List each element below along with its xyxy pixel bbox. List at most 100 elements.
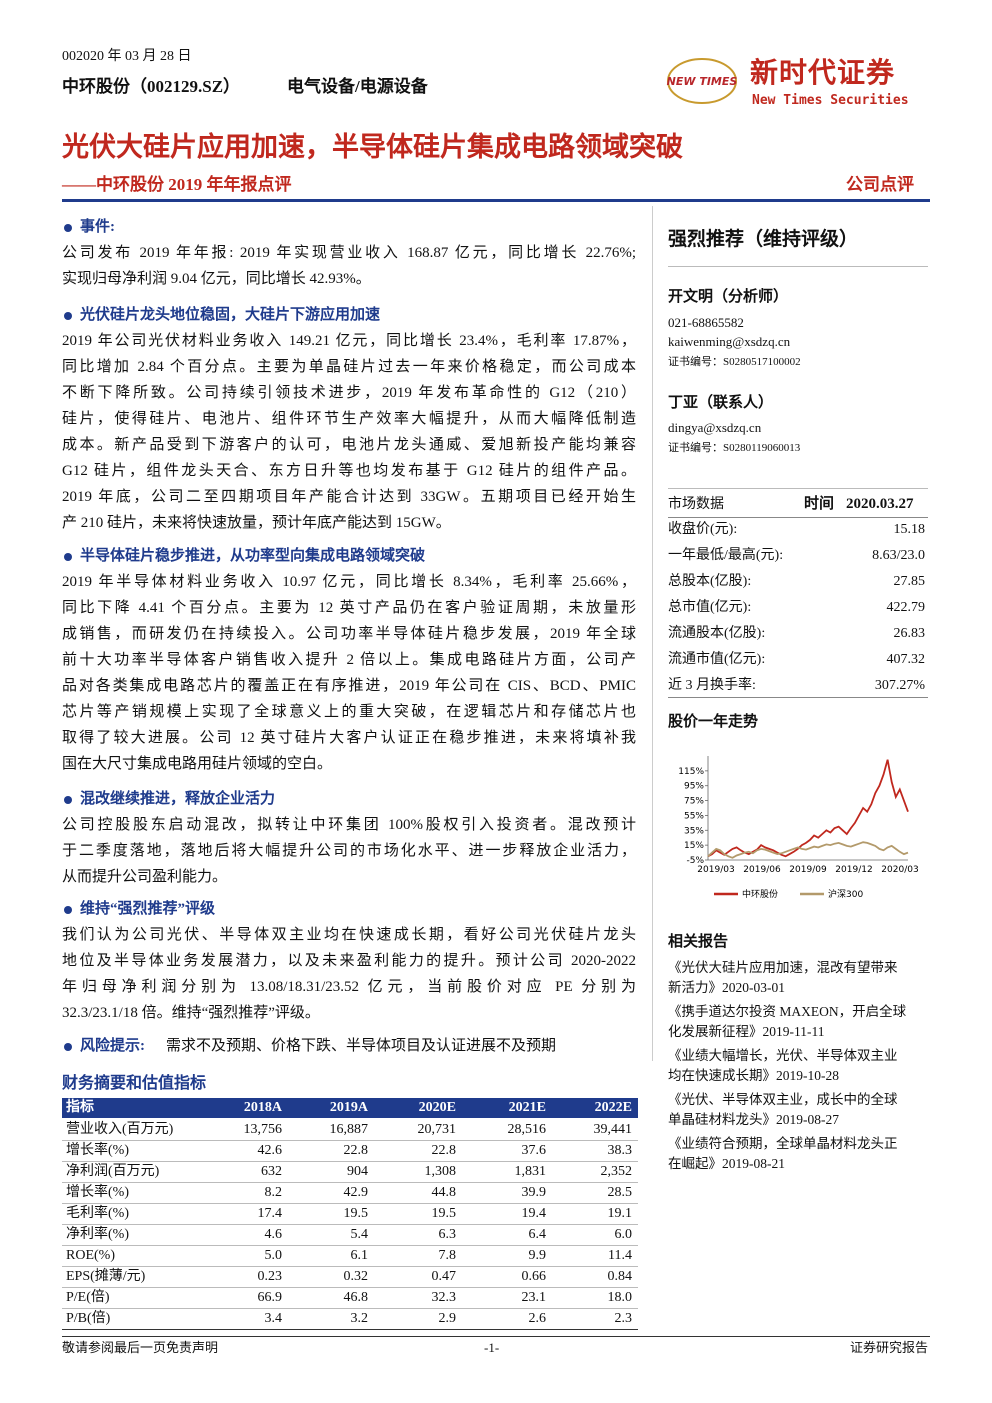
bullet bbox=[64, 796, 72, 804]
bullet bbox=[64, 1043, 72, 1051]
paragraph-line: 芯片等产销规模上实现了全球意义上的重大突破，在逻辑芯片和存储芯片也 bbox=[62, 704, 636, 720]
related-title: 相关报告 bbox=[668, 934, 729, 950]
table-cell: 37.6 bbox=[521, 1143, 547, 1158]
market-time-label: 时间 bbox=[804, 496, 835, 512]
table-cell: 38.3 bbox=[607, 1143, 633, 1158]
market-value: 422.79 bbox=[886, 600, 926, 615]
market-label: 近 3 月换手率: bbox=[668, 678, 756, 693]
market-label: 流通市值(亿元): bbox=[668, 652, 766, 667]
table-cell: 7.8 bbox=[438, 1248, 457, 1263]
table-cell: 632 bbox=[261, 1164, 282, 1179]
paragraph-line: 年归母净利润分别为 13.08/18.31/23.52 亿元，当前股价对应 PE… bbox=[62, 979, 636, 995]
table-header-bg bbox=[62, 1098, 638, 1118]
paragraph-line: 成本。新产品受到下游客户的认可，电池片龙头通威、爱旭新投产能均兼容 bbox=[62, 437, 636, 453]
footer-page: -1- bbox=[484, 1340, 500, 1355]
table-cell: 28.5 bbox=[607, 1185, 633, 1200]
legend-label: 中环股份 bbox=[742, 888, 778, 900]
table-cell: 6.3 bbox=[438, 1227, 457, 1242]
title: 光伏大硅片应用加速，半导体硅片集成电路领域突破 bbox=[62, 132, 683, 162]
industry: 电气设备/电源设备 bbox=[287, 77, 428, 96]
table-cell: 22.8 bbox=[343, 1143, 369, 1158]
bullet bbox=[64, 906, 72, 914]
related-item: 在崛起》2019-08-21 bbox=[668, 1156, 785, 1171]
table-cell: 2022E bbox=[594, 1100, 632, 1115]
paragraph-line: 不断下降所致。公司持续引领技术进步，2019 年发布革命性的 G12（210） bbox=[62, 385, 636, 401]
table-cell: 0.66 bbox=[521, 1269, 547, 1284]
table-cell: 8.2 bbox=[264, 1185, 283, 1200]
table-cell: 净利润(百万元) bbox=[66, 1164, 160, 1179]
paragraph-line: 实现归母净利润 9.04 亿元，同比增长 42.93%。 bbox=[62, 271, 371, 287]
y-tick-label: 95% bbox=[684, 782, 704, 792]
market-title: 市场数据 bbox=[668, 497, 724, 512]
bullet bbox=[64, 224, 72, 232]
brand-en: New Times Securities bbox=[752, 93, 909, 108]
subtitle: ——中环股份 2019 年年报点评 bbox=[62, 175, 292, 194]
table-cell: 6.1 bbox=[350, 1248, 369, 1263]
paragraph-line: 取得了较大进展。公司 12 英寸硅片大客户认证正在稳步推进，未来将填补我 bbox=[62, 730, 636, 746]
table-cell: P/B(倍) bbox=[66, 1311, 111, 1326]
table-cell: 2018A bbox=[243, 1100, 282, 1115]
paragraph-line: 地位及半导体业务发展潜力，以及未来盈利能力的提升。预计公司 2020-2022 bbox=[62, 953, 636, 969]
paragraph-line: 2019 年半导体材料业务收入 10.97 亿元，同比增长 8.34%，毛利率 … bbox=[62, 574, 636, 590]
table-cell: ROE(%) bbox=[66, 1248, 115, 1263]
table-cell: 39.9 bbox=[521, 1185, 547, 1200]
company: 中环股份（002129.SZ） bbox=[62, 77, 241, 96]
section-heading: 维持“强烈推荐”评级 bbox=[80, 901, 216, 917]
table-cell: 42.9 bbox=[343, 1185, 369, 1200]
rule bbox=[668, 697, 928, 698]
analyst-name: 丁亚（联系人） bbox=[668, 395, 774, 411]
market-value: 8.63/23.0 bbox=[872, 548, 925, 563]
x-tick-label: 2019/09 bbox=[789, 865, 827, 875]
bullet bbox=[64, 553, 72, 561]
paragraph-line: 2019 年公司光伏材料业务收入 149.21 亿元，同比增长 23.4%，毛利… bbox=[62, 333, 636, 349]
footer-right: 证券研究报告 bbox=[850, 1340, 929, 1355]
x-tick-label: 2020/03 bbox=[881, 865, 918, 875]
table-cell: 19.4 bbox=[521, 1206, 547, 1221]
table-cell: 44.8 bbox=[431, 1185, 457, 1200]
table-cell: 2.6 bbox=[528, 1311, 547, 1326]
table-cell: 0.23 bbox=[257, 1269, 283, 1284]
market-value: 307.27% bbox=[874, 678, 925, 693]
table-cell: 净利率(%) bbox=[66, 1227, 129, 1242]
table-cell: 39,441 bbox=[593, 1122, 633, 1137]
paragraph-line: 从而提升公司盈利能力。 bbox=[62, 869, 228, 885]
table-cell: 22.8 bbox=[431, 1143, 457, 1158]
market-value: 27.85 bbox=[893, 574, 926, 589]
table-cell: 2.9 bbox=[438, 1311, 457, 1326]
table-cell: 1,308 bbox=[424, 1164, 457, 1179]
analyst-name: 开文明（分析师） bbox=[668, 289, 789, 305]
table-cell: 0.32 bbox=[343, 1269, 369, 1284]
paragraph-line: 硅片，使得硅片、电池片、组件环节生产效率大幅提升，从而大幅降低制造 bbox=[62, 411, 636, 427]
table-cell: 4.6 bbox=[264, 1227, 283, 1242]
report-type: 公司点评 bbox=[846, 175, 914, 194]
table-cell: 18.0 bbox=[607, 1290, 633, 1305]
market-label: 收盘价(元): bbox=[668, 522, 738, 537]
y-tick-label: 75% bbox=[684, 797, 704, 807]
table-cell: 指标 bbox=[66, 1100, 94, 1115]
table-cell: 2019A bbox=[329, 1100, 368, 1115]
paragraph-line: 同比增加 2.84 个百分点。主要为单晶硅片过去一年来价格稳定，而公司成本 bbox=[62, 359, 636, 375]
table-row-line bbox=[62, 1224, 638, 1225]
related-item: 《业绩符合预期，全球单晶材料龙头正 bbox=[668, 1136, 898, 1151]
table-cell: 2,352 bbox=[600, 1164, 633, 1179]
table-cell: 23.1 bbox=[521, 1290, 547, 1305]
x-tick-label: 2019/12 bbox=[835, 865, 872, 875]
legend-label: 沪深300 bbox=[828, 888, 863, 900]
table-row-line bbox=[62, 1266, 638, 1267]
rule bbox=[668, 488, 928, 489]
paragraph-line: 品对各类集成电路芯片的覆盖正在有序推进，2019 年公司在 CIS、BCD、PM… bbox=[62, 678, 636, 694]
market-time: 2020.03.27 bbox=[846, 496, 914, 512]
related-item: 均在快速成长期》2019-10-28 bbox=[668, 1068, 839, 1083]
rating: 强烈推荐（维持评级） bbox=[668, 229, 859, 250]
analyst-cert: 证书编号：S0280119060013 bbox=[668, 442, 801, 454]
table-cell: 9.9 bbox=[528, 1248, 547, 1263]
table-cell: 66.9 bbox=[257, 1290, 283, 1305]
paragraph-line: 产 210 硅片，未来将快速放量，预计年底产能达到 15GW。 bbox=[62, 515, 451, 531]
table-cell: 3.2 bbox=[350, 1311, 369, 1326]
y-tick-label: 55% bbox=[684, 811, 704, 821]
table-cell: 16,887 bbox=[329, 1122, 369, 1137]
section-heading: 混改继续推进，释放企业活力 bbox=[80, 791, 276, 807]
table-row-line bbox=[62, 1245, 638, 1246]
table-cell: 11.4 bbox=[608, 1248, 632, 1263]
table-row-line bbox=[62, 1287, 638, 1288]
